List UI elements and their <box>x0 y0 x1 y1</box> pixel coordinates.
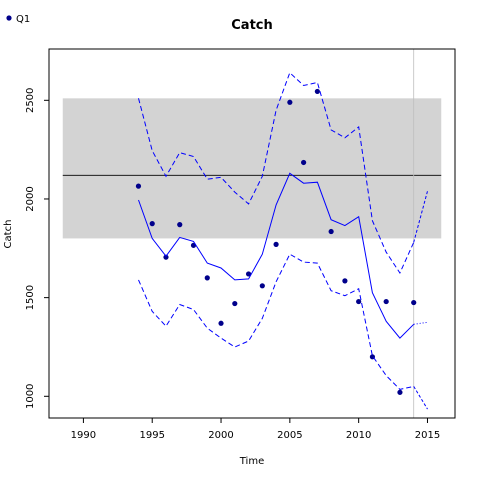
x-tick-label-1990: 1990 <box>71 430 96 441</box>
data-point-2012 <box>383 298 389 305</box>
data-point-1996 <box>163 254 169 260</box>
data-point-2013 <box>397 389 403 395</box>
x-tick-label-2010: 2010 <box>346 430 371 441</box>
series-line-dashed-2 <box>138 71 415 275</box>
data-point-2008 <box>328 228 334 235</box>
y-tick-label-1500: 1500 <box>25 285 36 310</box>
data-point-2005 <box>287 99 293 105</box>
data-point-1995 <box>149 221 155 227</box>
legend-label-q1: Q1 <box>16 14 30 25</box>
reference-band <box>62 98 442 239</box>
y-tick-label-1000: 1000 <box>25 384 36 409</box>
y-tick-label-2000: 2000 <box>25 186 36 211</box>
data-point-2009 <box>342 278 348 284</box>
x-tick-label-2000: 2000 <box>208 430 233 441</box>
data-point-1997 <box>177 222 183 228</box>
series-line-dashed-fine-5 <box>413 190 428 243</box>
x-axis-title: Time <box>239 456 264 467</box>
data-point-2002 <box>245 271 252 277</box>
data-point-1999 <box>204 275 210 281</box>
x-tick-label-1995: 1995 <box>139 430 164 441</box>
data-point-2007 <box>314 88 320 95</box>
data-point-2003 <box>259 283 265 289</box>
series-line-dashed-3 <box>138 253 414 390</box>
series-line-dotted-4 <box>413 321 428 325</box>
plot-frame <box>48 48 456 419</box>
data-point-2010 <box>356 298 362 305</box>
data-point-2000 <box>218 320 224 326</box>
x-tick-label-2015: 2015 <box>415 430 440 441</box>
axes: 1990 1995 2000 2005 2010 2015 1000 1500 2000 2500 <box>25 88 440 441</box>
data-point-2006 <box>301 159 307 166</box>
series-line-solid-1 <box>138 172 415 339</box>
y-axis-title: Catch <box>3 220 14 249</box>
data-point-2001 <box>232 300 238 307</box>
chart-title: Catch <box>231 18 273 33</box>
y-tick-label-2500: 2500 <box>25 88 36 113</box>
data-point-1994 <box>135 183 142 189</box>
data-point-2014 <box>411 299 417 306</box>
plot-area <box>62 49 442 418</box>
legend: Q1 <box>6 14 30 25</box>
legend-marker-q1 <box>6 15 12 21</box>
x-tick-label-2005: 2005 <box>277 430 302 441</box>
series-line-dashed-fine-6 <box>413 386 428 410</box>
data-point-2004 <box>273 241 279 247</box>
